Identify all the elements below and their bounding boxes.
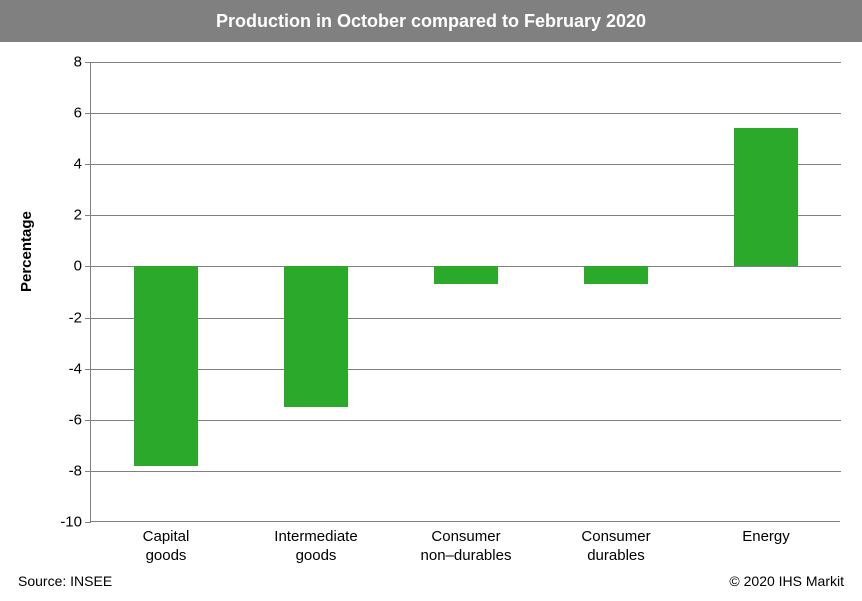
ytick-label: 4 xyxy=(42,156,82,173)
ytick-mark xyxy=(85,266,91,267)
chart-title-bar: Production in October compared to Februa… xyxy=(0,0,862,42)
ytick-mark xyxy=(85,471,91,472)
gridline xyxy=(91,471,841,472)
gridline xyxy=(91,113,841,114)
bar xyxy=(734,128,799,266)
ytick-label: 0 xyxy=(42,258,82,275)
ytick-label: -6 xyxy=(42,411,82,428)
xtick-label: Consumerdurables xyxy=(546,528,686,566)
xtick-label: Energy xyxy=(696,528,836,547)
bar xyxy=(434,266,499,284)
bar xyxy=(284,266,349,407)
plot-region: -10-8-6-4-202468CapitalgoodsIntermediate… xyxy=(90,62,840,522)
gridline xyxy=(91,62,841,63)
ytick-label: -10 xyxy=(42,514,82,531)
gridline xyxy=(91,420,841,421)
ytick-mark xyxy=(85,164,91,165)
xtick-label: Intermediategoods xyxy=(246,528,386,566)
ytick-label: -2 xyxy=(42,309,82,326)
gridline xyxy=(91,369,841,370)
ytick-label: 2 xyxy=(42,207,82,224)
bar xyxy=(584,266,649,284)
ytick-mark xyxy=(85,62,91,63)
chart-footer: Source: INSEE © 2020 IHS Markit xyxy=(0,561,862,601)
ytick-label: 6 xyxy=(42,105,82,122)
bar xyxy=(134,266,199,465)
chart-title: Production in October compared to Februa… xyxy=(216,11,646,31)
y-axis-label: Percentage xyxy=(18,211,35,292)
xtick-label: Consumernon–durables xyxy=(396,528,536,566)
gridline xyxy=(91,164,841,165)
ytick-label: -4 xyxy=(42,360,82,377)
ytick-label: 8 xyxy=(42,54,82,71)
ytick-mark xyxy=(85,215,91,216)
source-text: Source: INSEE xyxy=(18,573,112,589)
ytick-mark xyxy=(85,522,91,523)
xtick-label: Capitalgoods xyxy=(96,528,236,566)
ytick-mark xyxy=(85,369,91,370)
chart-area: -10-8-6-4-202468CapitalgoodsIntermediate… xyxy=(90,62,840,522)
ytick-mark xyxy=(85,318,91,319)
gridline xyxy=(91,318,841,319)
ytick-label: -8 xyxy=(42,462,82,479)
copyright-text: © 2020 IHS Markit xyxy=(729,573,844,589)
ytick-mark xyxy=(85,113,91,114)
gridline xyxy=(91,215,841,216)
ytick-mark xyxy=(85,420,91,421)
